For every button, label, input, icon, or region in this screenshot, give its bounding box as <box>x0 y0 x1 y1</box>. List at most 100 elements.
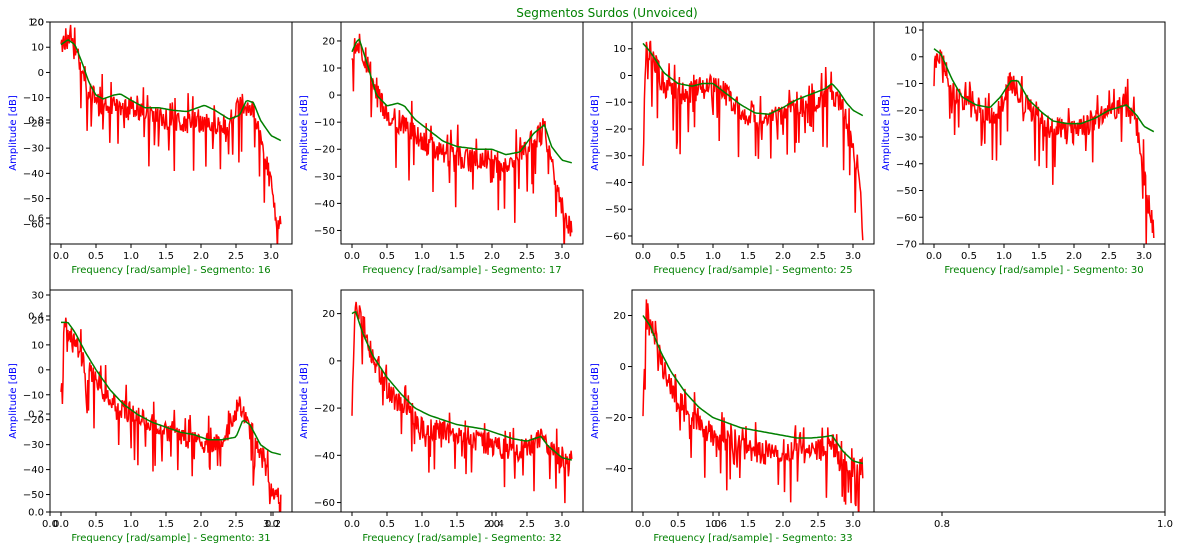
envelope-line <box>642 315 864 465</box>
xtick-label: 3.0 <box>554 519 570 530</box>
ytick-label: −70 <box>896 240 917 251</box>
xtick-label: 3.0 <box>1136 251 1152 262</box>
ytick-label: 20 <box>322 36 335 47</box>
axes-frame <box>49 289 293 513</box>
xtick-label: 1.5 <box>1031 251 1047 262</box>
envelope-line <box>642 42 864 117</box>
ytick-label: 0 <box>38 68 44 79</box>
xtick-label: 0.0 <box>53 519 69 530</box>
y-axis-label: Amplitude [dB] <box>8 95 19 171</box>
ytick-label: −10 <box>23 390 44 401</box>
y-axis-label: Amplitude [dB] <box>299 363 310 439</box>
ytick-label: −20 <box>605 124 626 135</box>
background-xtick-label: 0.0 <box>42 519 58 530</box>
spectrum-line <box>642 40 864 241</box>
xtick-label: 2.0 <box>484 251 500 262</box>
axes-frame <box>922 21 1166 245</box>
envelope-line <box>351 310 572 461</box>
background-ytick-label: 0.0 <box>28 508 44 519</box>
xtick-label: 1.0 <box>996 251 1012 262</box>
xtick-label: 3.0 <box>263 251 279 262</box>
plot-area <box>50 290 292 512</box>
xtick-label: 2.5 <box>228 251 244 262</box>
ytick-label: −60 <box>23 219 44 230</box>
xtick-label: 1.5 <box>740 519 756 530</box>
envelope-line <box>351 38 573 164</box>
subplot-grid: 0.0 0.5 1.0 1.5 2.0 2.5 3.0 −60 −50 −40 −30 −20 −10 0… <box>8 18 1166 544</box>
spectrum-line <box>351 301 573 504</box>
ytick-label: −60 <box>605 231 626 242</box>
ytick-label: −40 <box>23 169 44 180</box>
spectrum-line <box>933 49 1155 244</box>
ytick-label: −50 <box>896 186 917 197</box>
ytick-label: −40 <box>314 199 335 210</box>
ytick-label: −50 <box>23 194 44 205</box>
background-ytick-label: 0.4 <box>28 312 44 323</box>
ytick-label: 0 <box>329 91 335 102</box>
ytick-label: −20 <box>605 413 626 424</box>
ytick-label: −30 <box>23 144 44 155</box>
ytick-label: 0 <box>329 356 335 367</box>
ytick-label: 10 <box>322 64 335 75</box>
ytick-label: 10 <box>31 340 44 351</box>
xtick-label: 0.0 <box>344 251 360 262</box>
ytick-label: 10 <box>31 43 44 54</box>
background-xtick-label: 0.2 <box>265 519 281 530</box>
y-axis-label: Amplitude [dB] <box>8 363 19 439</box>
ytick-label: −10 <box>23 93 44 104</box>
ytick-label: 20 <box>322 309 335 320</box>
xtick-label: 1.0 <box>414 519 430 530</box>
xtick-label: 1.0 <box>123 519 139 530</box>
spectrum-line <box>642 299 864 512</box>
xtick-label: 1.0 <box>123 251 139 262</box>
xtick-label: 1.0 <box>705 251 721 262</box>
xtick-label: 2.5 <box>1101 251 1117 262</box>
ytick-label: −30 <box>896 133 917 144</box>
xtick-label: 2.0 <box>193 251 209 262</box>
ytick-label: −10 <box>314 118 335 129</box>
ytick-label: −30 <box>23 440 44 451</box>
envelope-line <box>60 39 282 142</box>
xtick-label: 2.0 <box>193 519 209 530</box>
xtick-label: 3.0 <box>845 519 861 530</box>
subplot-7: 0.0 0.5 1.0 1.5 2.0 2.5 3.0 −40 −20 0 20 Frequency … <box>590 289 875 544</box>
xtick-label: 3.0 <box>845 251 861 262</box>
ytick-label: −60 <box>314 498 335 509</box>
xtick-label: 1.5 <box>158 519 174 530</box>
plot-area <box>632 22 874 244</box>
ytick-label: −50 <box>23 490 44 501</box>
axes-frame <box>340 21 584 245</box>
ytick-label: 20 <box>613 311 626 322</box>
ytick-label: 0 <box>620 362 626 373</box>
xtick-label: 3.0 <box>554 251 570 262</box>
xtick-label: 2.0 <box>775 519 791 530</box>
subplot-4: 0.0 0.5 1.0 1.5 2.0 2.5 3.0 −70 −60 −50 −40 −30 −20 −… <box>881 21 1166 276</box>
x-axis-label: Frequency [rad/sample] - Segmento: 33 <box>653 533 852 544</box>
ytick-label: −20 <box>23 415 44 426</box>
xtick-label: 2.5 <box>810 519 826 530</box>
xtick-label: 0.0 <box>635 519 651 530</box>
ytick-label: −20 <box>23 118 44 129</box>
xtick-label: 0.0 <box>635 251 651 262</box>
background-xtick-label: 1.0 <box>1157 519 1173 530</box>
xtick-label: 0.5 <box>379 251 395 262</box>
y-axis-label: Amplitude [dB] <box>590 363 601 439</box>
ytick-label: −40 <box>23 465 44 476</box>
ytick-label: 10 <box>613 44 626 55</box>
ytick-label: −30 <box>314 172 335 183</box>
spectrum-line <box>351 33 573 244</box>
x-axis-label: Frequency [rad/sample] - Segmento: 16 <box>71 265 270 276</box>
ytick-label: 10 <box>904 26 917 37</box>
subplot-6: 0.0 0.5 1.0 1.5 2.0 2.5 3.0 −60 −40 −20 0 20 Frequen… <box>299 289 584 544</box>
spectrum-line <box>60 24 282 244</box>
xtick-label: 0.5 <box>961 251 977 262</box>
x-axis-label: Frequency [rad/sample] - Segmento: 32 <box>362 533 561 544</box>
ytick-label: 30 <box>31 290 44 301</box>
background-ytick-label: 0.6 <box>28 214 44 225</box>
xtick-label: 2.5 <box>228 519 244 530</box>
background-ytick-label: 1.0 <box>28 18 44 29</box>
xtick-label: 3.0 <box>263 519 279 530</box>
ytick-label: −40 <box>314 451 335 462</box>
envelope-line <box>61 321 281 456</box>
